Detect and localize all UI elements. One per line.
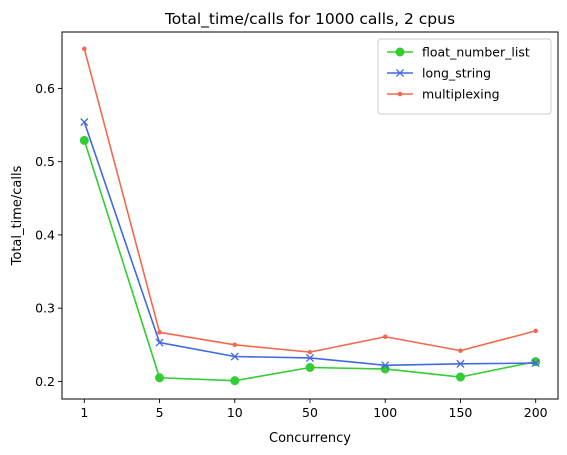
- legend: float_number_list long_string multiplexing: [377, 38, 552, 115]
- plot-layer: [79, 46, 541, 386]
- x-tick-label: 5: [156, 405, 164, 420]
- y-tick-label: 0.6: [35, 81, 55, 96]
- data-point-long_string: [531, 359, 540, 368]
- data-point-long_string-stroke-2: [155, 338, 164, 347]
- legend-label: multiplexing: [422, 87, 500, 102]
- series-multiplexing: [82, 46, 538, 355]
- data-point-long_string: [381, 361, 390, 370]
- data-point-float_number_list: [155, 373, 165, 383]
- data-point-long_string-stroke-2: [381, 361, 390, 370]
- legend-item-float_number_list: float_number_list: [387, 45, 530, 60]
- y-tick-label: 0.4: [35, 227, 55, 242]
- legend-box: [377, 38, 552, 115]
- data-point-float_number_list: [455, 372, 465, 382]
- data-point-multiplexing: [382, 334, 388, 340]
- x-tick-label: 1: [80, 405, 88, 420]
- legend-label: float_number_list: [422, 45, 530, 60]
- data-point-long_string: [305, 353, 315, 363]
- chart-title: Total_time/calls for 1000 calls, 2 cpus: [164, 10, 455, 29]
- data-point-multiplexing: [82, 46, 87, 52]
- data-point-long_string-stroke-2: [456, 359, 465, 368]
- x-axis-label: Concurrency: [269, 431, 351, 446]
- y-tick-label: 0.5: [35, 154, 55, 169]
- data-point-multiplexing: [458, 348, 463, 353]
- x-tick-label: 100: [373, 405, 397, 420]
- data-point-float_number_list: [305, 363, 315, 373]
- legend-item-multiplexing: multiplexing: [387, 87, 500, 102]
- legend-item-long_string: long_string: [387, 66, 491, 81]
- legend-marker: [397, 91, 403, 97]
- x-tick-label: 10: [227, 405, 243, 420]
- data-point-long_string: [155, 338, 164, 347]
- legend-marker: [395, 68, 405, 78]
- data-point-long_string: [80, 118, 89, 127]
- data-point-long_string-stroke-2: [305, 353, 315, 363]
- x-tick-label: 50: [302, 405, 318, 420]
- data-point-multiplexing: [533, 328, 538, 334]
- data-point-long_string-stroke-2: [531, 359, 540, 368]
- y-tick-label: 0.3: [35, 301, 55, 316]
- series-float_number_list: [79, 135, 541, 386]
- legend-label: long_string: [422, 66, 491, 81]
- data-point-long_string-stroke-2: [230, 352, 239, 361]
- data-point-multiplexing: [232, 342, 238, 348]
- y-axis-label: Total_time/calls: [10, 165, 25, 266]
- data-point-float_number_list: [531, 357, 541, 367]
- legend-marker: [395, 47, 405, 57]
- data-point-float_number_list: [230, 376, 240, 386]
- legend-marker-stroke-2: [395, 68, 405, 78]
- y-axis: 0.2 0.3 0.4 0.5 0.6: [35, 81, 62, 389]
- data-point-long_string: [456, 359, 465, 368]
- data-point-long_string: [230, 352, 239, 361]
- data-point-multiplexing: [307, 349, 313, 355]
- x-tick-label: 150: [449, 405, 473, 420]
- series-long_string: [80, 118, 540, 370]
- y-tick-label: 0.2: [35, 374, 55, 389]
- x-tick-label: 200: [524, 405, 548, 420]
- data-point-float_number_list: [79, 135, 89, 145]
- data-point-long_string-stroke-2: [80, 118, 89, 127]
- x-axis: 1 5 10 50 100 150 200: [80, 399, 548, 420]
- data-point-multiplexing: [157, 330, 162, 335]
